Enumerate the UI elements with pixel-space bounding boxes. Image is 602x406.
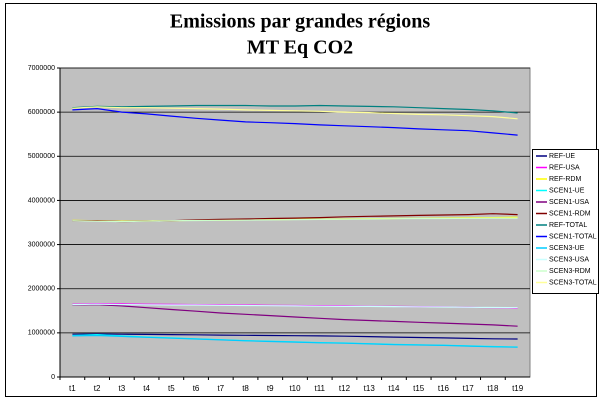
series-line <box>72 303 518 309</box>
series-line <box>72 217 518 223</box>
chart-title: Emissions par grandes régions <box>170 11 430 33</box>
series-line <box>72 303 518 327</box>
y-tick-label: 3000000 <box>28 241 55 248</box>
legend-label: SCEN1-USA <box>549 199 589 206</box>
series-line <box>72 104 518 114</box>
legend-label: SCEN1-RDM <box>549 210 591 217</box>
x-tick-label: t19 <box>512 384 524 393</box>
series-line <box>72 334 518 348</box>
chart-title: MT Eq CO2 <box>247 37 353 59</box>
y-tick-label: 1000000 <box>28 330 55 337</box>
legend-label: SCEN1-TOTAL <box>549 233 597 240</box>
legend <box>532 149 599 294</box>
legend-label: REF-RDM <box>549 176 581 183</box>
y-tick-label: 4000000 <box>28 197 55 204</box>
x-tick-label: t2 <box>94 384 101 393</box>
x-tick-label: t11 <box>314 384 325 393</box>
x-tick-label: t9 <box>267 384 274 393</box>
y-tick-label: 5000000 <box>28 153 55 160</box>
legend-label: SCEN3-TOTAL <box>549 279 597 286</box>
x-tick-label: t5 <box>168 384 175 393</box>
x-tick-label: t18 <box>487 384 499 393</box>
x-tick-label: t17 <box>463 384 475 393</box>
x-tick-label: t13 <box>364 384 376 393</box>
legend-label: SCEN3-USA <box>549 256 589 263</box>
legend-label: REF-USA <box>549 164 580 171</box>
series-line <box>72 107 518 136</box>
legend-label: SCEN3-UE <box>549 245 585 252</box>
legend-label: REF-TOTAL <box>549 222 587 229</box>
x-tick-label: t14 <box>388 384 400 393</box>
series-line <box>72 106 518 120</box>
y-tick-label: 2000000 <box>28 286 55 293</box>
x-tick-label: t6 <box>193 384 200 393</box>
y-tick-label: 7000000 <box>28 65 55 72</box>
legend-label: SCEN3-RDM <box>549 268 591 275</box>
y-tick-label: 0 <box>51 374 55 381</box>
x-tick-label: t4 <box>143 384 150 393</box>
series-line <box>72 333 518 340</box>
x-tick-label: t16 <box>438 384 450 393</box>
legend-label: REF-UE <box>549 153 575 160</box>
x-tick-label: t8 <box>242 384 249 393</box>
x-tick-label: t3 <box>119 384 126 393</box>
x-tick-label: t10 <box>289 384 301 393</box>
plot-area <box>59 67 531 378</box>
x-tick-label: t1 <box>69 384 76 393</box>
x-tick-label: t15 <box>413 384 425 393</box>
x-tick-label: t12 <box>339 384 351 393</box>
y-tick-label: 6000000 <box>28 109 55 116</box>
legend-label: SCEN1-UE <box>549 187 585 194</box>
x-tick-label: t7 <box>217 384 224 393</box>
